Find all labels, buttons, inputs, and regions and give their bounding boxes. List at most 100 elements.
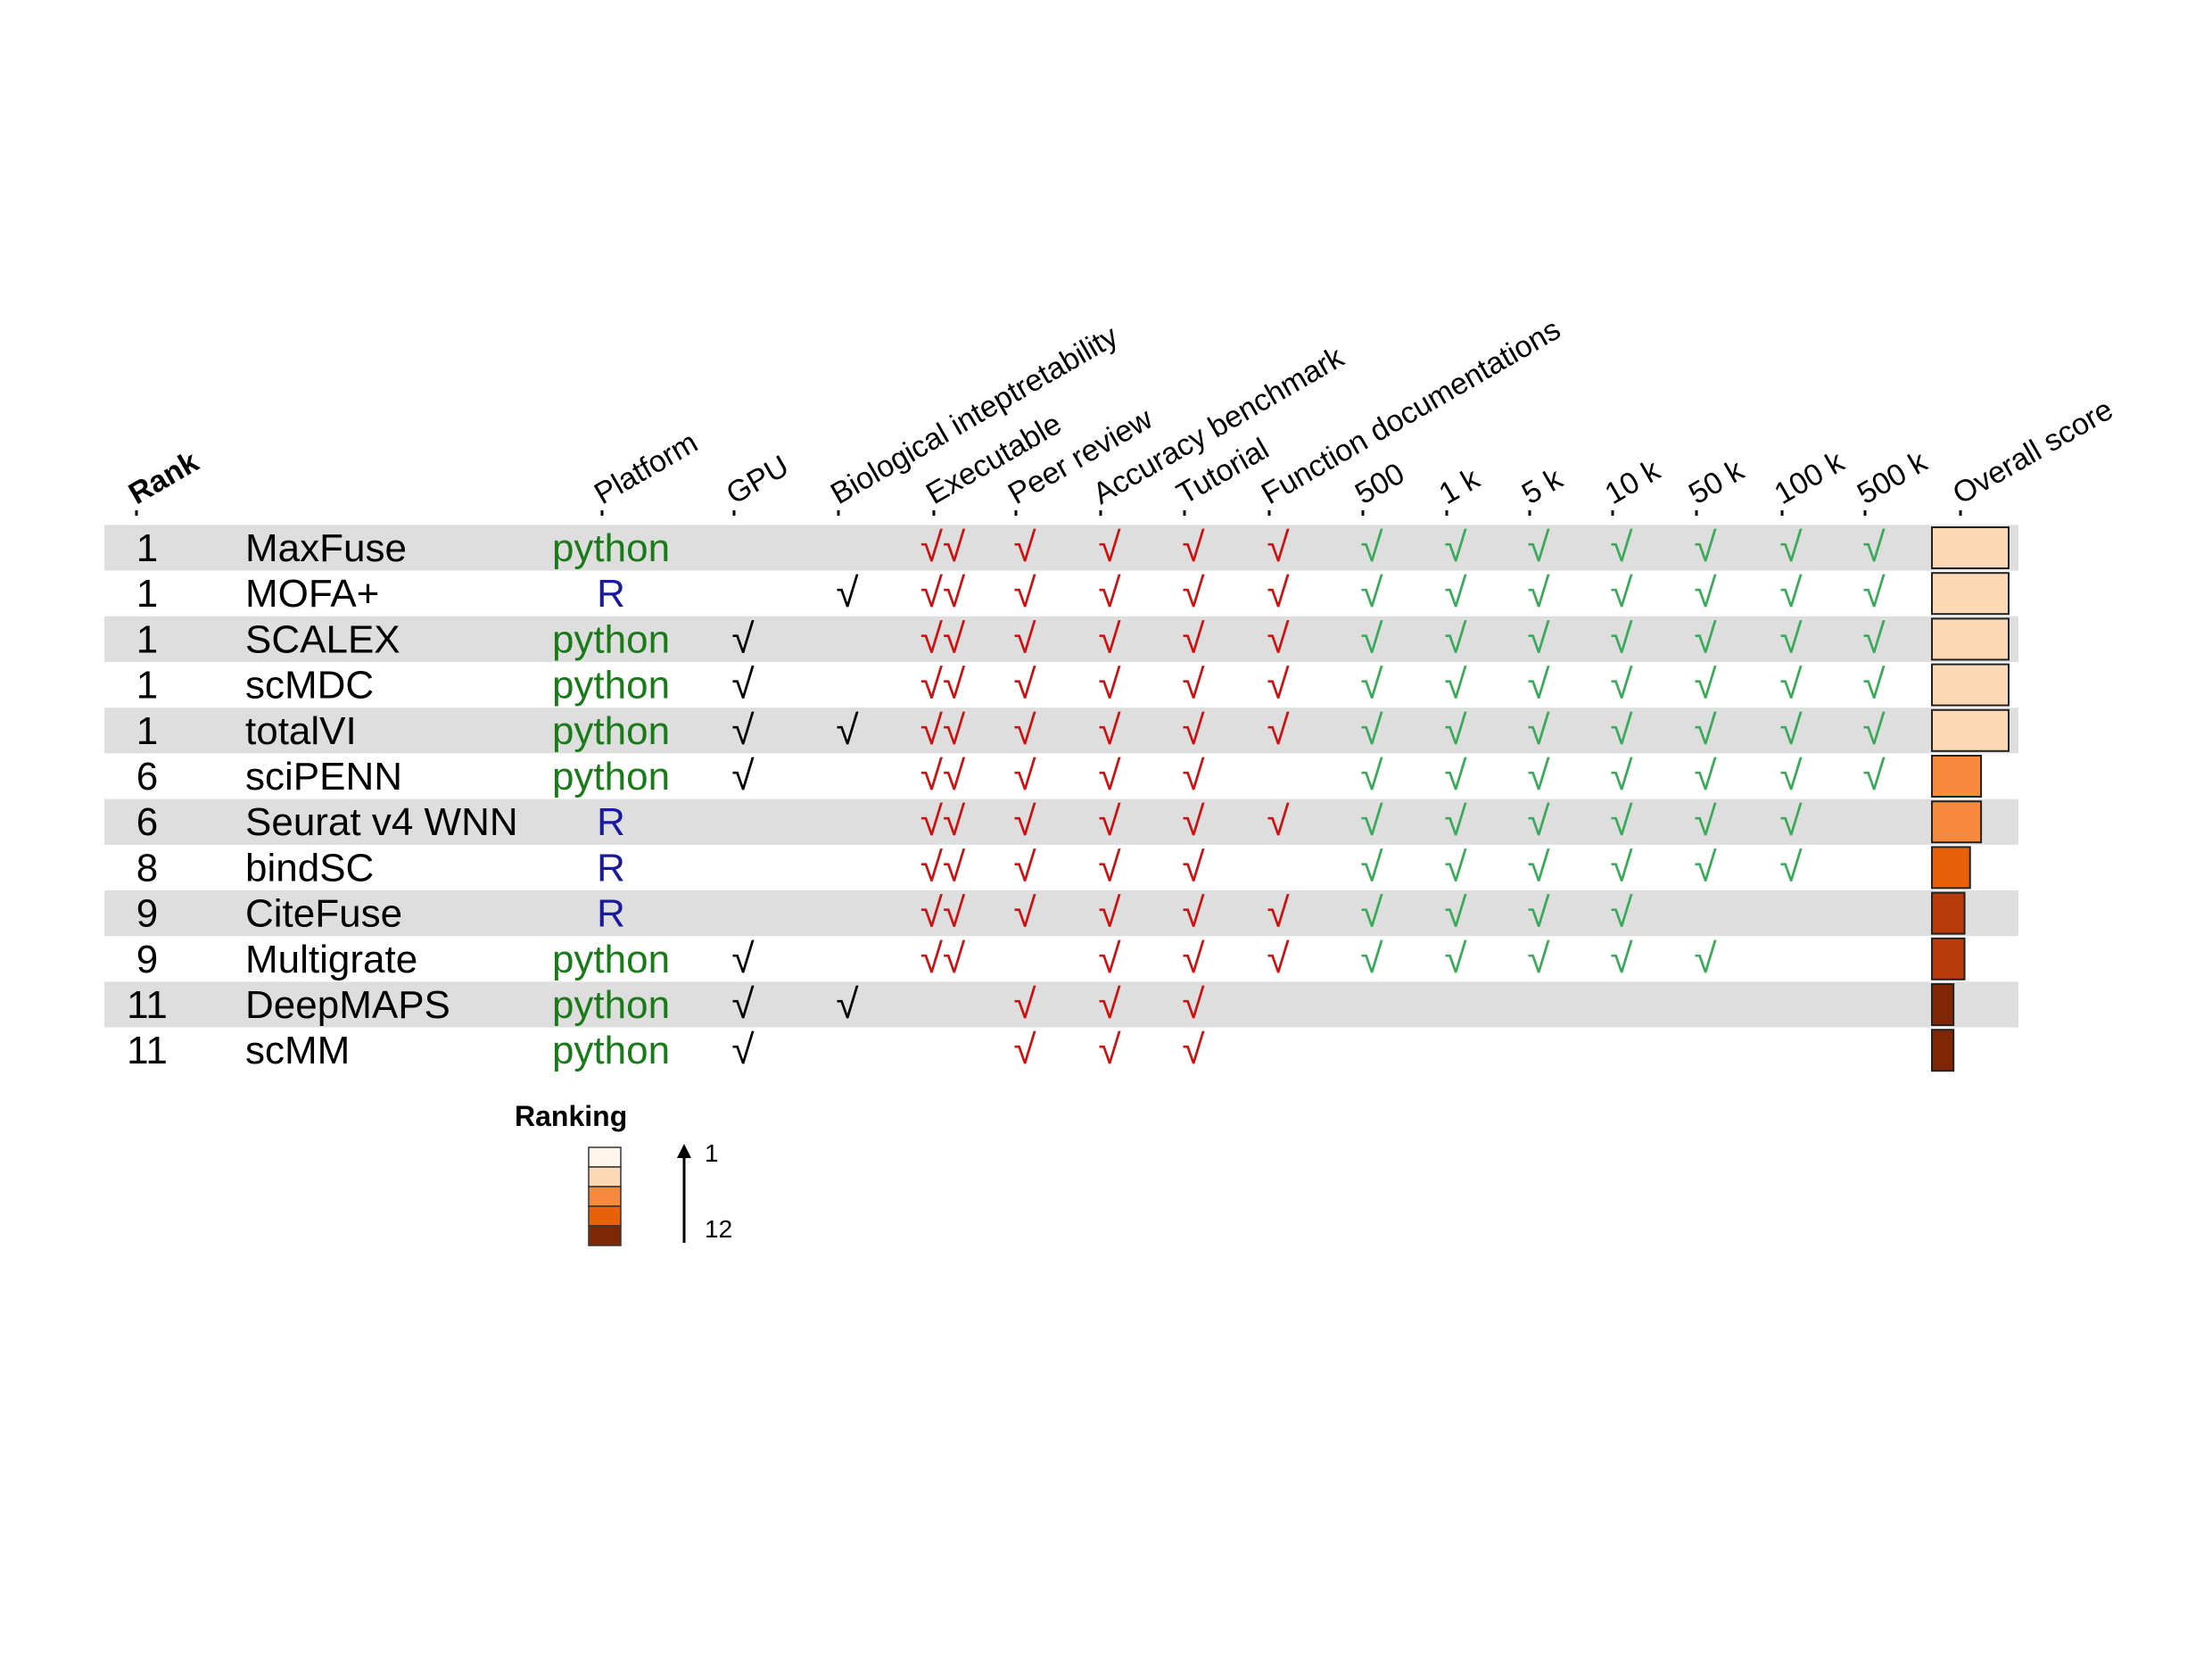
scalability-check: √ [1610, 798, 1633, 844]
scalability-check: √ [1444, 935, 1467, 981]
rank-value: 6 [136, 800, 158, 844]
executable-check: √√ [920, 615, 966, 661]
method-name: DeepMAPS [245, 983, 450, 1027]
method-name: MaxFuse [245, 526, 407, 570]
legend-swatch [588, 1146, 622, 1168]
scalability-check: √ [1444, 890, 1467, 936]
bio-check: √ [836, 981, 859, 1027]
method-name: SCALEX [245, 617, 400, 661]
header-s500k: 500 k [1852, 444, 1934, 511]
scalability-check: √ [1779, 524, 1803, 570]
gpu-check: √ [731, 707, 755, 753]
peer-review-check: √ [1013, 524, 1036, 570]
scalability-check: √ [1444, 752, 1467, 799]
peer-review-check: √ [1013, 752, 1036, 799]
accuracy-check: √ [1098, 569, 1121, 616]
accuracy-check: √ [1098, 890, 1121, 936]
gpu-check: √ [731, 615, 755, 661]
scalability-check: √ [1444, 661, 1467, 708]
peer-review-check: √ [1013, 569, 1036, 616]
scalability-check: √ [1610, 890, 1633, 936]
scalability-check: √ [1862, 569, 1886, 616]
rank-value: 1 [136, 709, 158, 753]
tutorial-check: √ [1182, 707, 1205, 753]
scalability-check: √ [1694, 569, 1717, 616]
header-gpu: GPU [721, 449, 795, 511]
platform-value: python [552, 1029, 670, 1072]
rank-value: 1 [136, 526, 158, 570]
platform-value: R [597, 846, 625, 890]
scalability-check: √ [1694, 615, 1717, 661]
scalability-check: √ [1862, 615, 1886, 661]
scalability-check: √ [1527, 707, 1550, 753]
platform-value: python [552, 755, 670, 799]
peer-review-check: √ [1013, 707, 1036, 753]
rank-value: 8 [136, 846, 158, 890]
scalability-check: √ [1444, 798, 1467, 844]
legend-bottom-label: 12 [705, 1215, 732, 1243]
scalability-check: √ [1610, 752, 1633, 799]
legend-title: Ranking [515, 1100, 627, 1132]
legend-swatch [588, 1225, 622, 1246]
scalability-check: √ [1360, 661, 1383, 708]
tutorial-check: √ [1182, 890, 1205, 936]
overall-score-bar [1931, 1029, 1955, 1072]
function-doc-check: √ [1267, 935, 1290, 981]
accuracy-check: √ [1098, 524, 1121, 570]
scalability-check: √ [1779, 752, 1803, 799]
header-s500: 500 [1349, 457, 1410, 511]
executable-check: √√ [920, 707, 966, 753]
scalability-check: √ [1360, 569, 1383, 616]
scalability-check: √ [1444, 707, 1467, 753]
scalability-check: √ [1527, 569, 1550, 616]
platform-value: python [552, 526, 670, 570]
platform-value: R [597, 572, 625, 616]
scalability-check: √ [1610, 524, 1633, 570]
accuracy-check: √ [1098, 752, 1121, 799]
scalability-check: √ [1862, 524, 1886, 570]
overall-score-bar [1931, 755, 1983, 798]
platform-value: python [552, 709, 670, 753]
gpu-check: √ [731, 661, 755, 708]
row-stripe [104, 799, 2018, 845]
platform-value: R [597, 892, 625, 936]
executable-check: √√ [920, 798, 966, 844]
method-name: bindSC [245, 846, 374, 890]
scalability-check: √ [1779, 707, 1803, 753]
tutorial-check: √ [1182, 935, 1205, 981]
overall-score-bar [1931, 617, 2010, 661]
rank-value: 1 [136, 664, 158, 708]
scalability-check: √ [1610, 661, 1633, 708]
scalability-check: √ [1360, 798, 1383, 844]
accuracy-check: √ [1098, 615, 1121, 661]
executable-check: √√ [920, 752, 966, 799]
scalability-check: √ [1779, 843, 1803, 890]
scalability-check: √ [1527, 843, 1550, 890]
scalability-check: √ [1527, 752, 1550, 799]
tutorial-check: √ [1182, 752, 1205, 799]
scalability-check: √ [1610, 615, 1633, 661]
scalability-check: √ [1779, 798, 1803, 844]
rank-value: 1 [136, 617, 158, 661]
platform-value: R [597, 800, 625, 844]
legend-top-label: 1 [705, 1139, 719, 1167]
peer-review-check: √ [1013, 843, 1036, 890]
overall-score-bar [1931, 891, 1966, 935]
tutorial-check: √ [1182, 843, 1205, 890]
scalability-check: √ [1527, 935, 1550, 981]
scalability-check: √ [1779, 661, 1803, 708]
header-s100k: 100 k [1769, 444, 1851, 511]
scalability-check: √ [1360, 890, 1383, 936]
peer-review-check: √ [1013, 981, 1036, 1027]
row-stripe [104, 525, 2018, 571]
method-name: scMDC [245, 664, 374, 708]
accuracy-check: √ [1098, 707, 1121, 753]
scalability-check: √ [1694, 707, 1717, 753]
tutorial-check: √ [1182, 981, 1205, 1027]
executable-check: √√ [920, 890, 966, 936]
scalability-check: √ [1610, 843, 1633, 890]
scalability-check: √ [1444, 524, 1467, 570]
function-doc-check: √ [1267, 569, 1290, 616]
accuracy-check: √ [1098, 935, 1121, 981]
